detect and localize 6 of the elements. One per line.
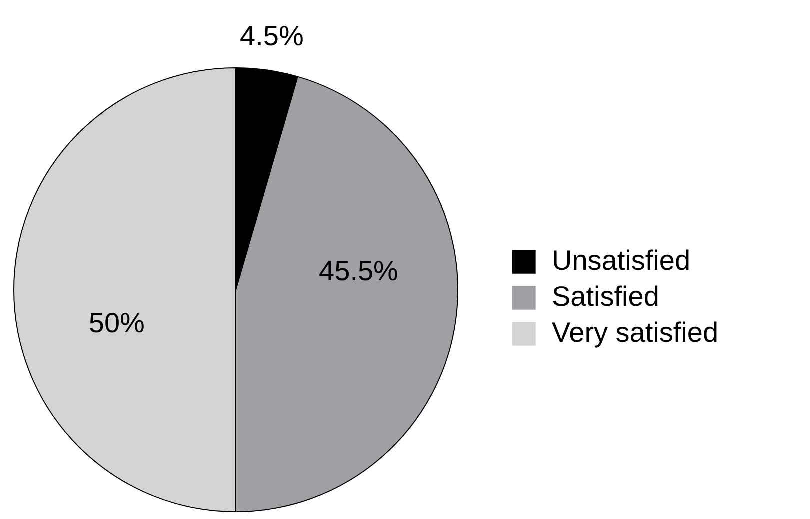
legend-label: Very satisfied <box>552 317 719 348</box>
legend-label: Unsatisfied <box>552 245 691 276</box>
data-label: 45.5% <box>319 256 398 287</box>
legend-label: Satisfied <box>552 281 660 312</box>
data-label: 50% <box>88 308 145 339</box>
data-label: 4.5% <box>240 20 304 52</box>
